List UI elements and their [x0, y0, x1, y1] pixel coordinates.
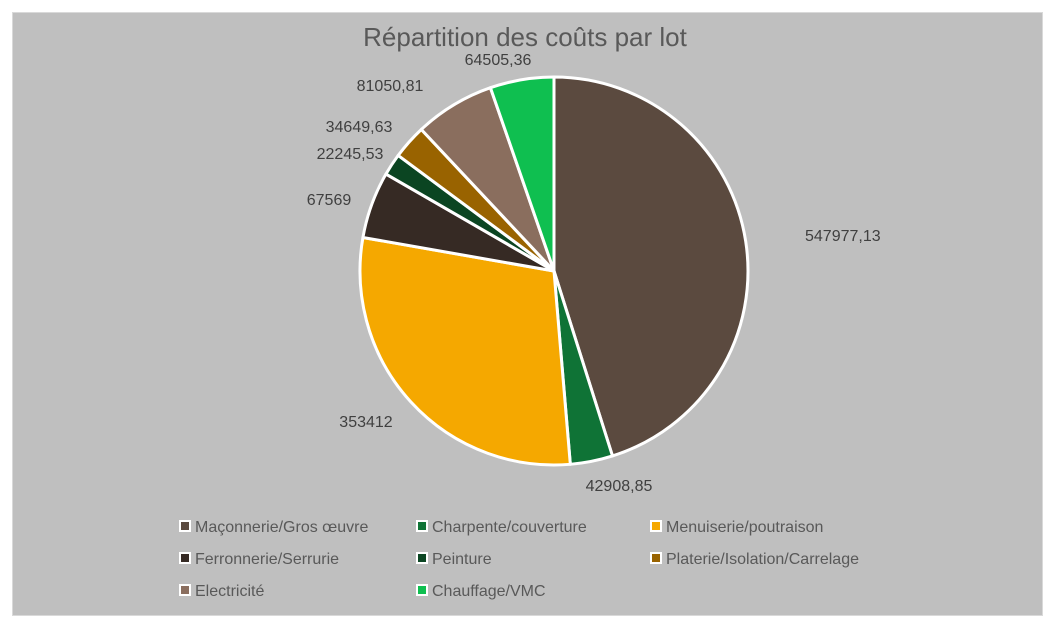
pie-slices: [358, 75, 750, 467]
legend-label: Electricité: [195, 583, 264, 600]
data-label: 353412: [339, 414, 392, 431]
data-label: 42908,85: [586, 478, 653, 495]
pie-slice: [488, 75, 556, 273]
pie-chart: Répartition des coûts par lot 547977,13 4…: [179, 22, 881, 600]
legend-item: Platerie/Isolation/Carrelage: [650, 551, 859, 568]
legend-item: Charpente/couverture: [416, 519, 587, 536]
data-label: 22245,53: [317, 146, 384, 163]
legend-item: Peinture: [416, 551, 492, 568]
data-label: 67569: [307, 192, 352, 209]
legend-swatch: [416, 520, 428, 532]
legend-item: Ferronnerie/Serrurie: [179, 551, 339, 568]
legend-label: Platerie/Isolation/Carrelage: [666, 551, 859, 568]
legend-swatch: [179, 552, 191, 564]
chart-title: Répartition des coûts par lot: [363, 22, 688, 52]
pie-slice: [552, 75, 750, 458]
pie-data-labels: 547977,13 42908,85 353412 67569 22245,53 3464…: [307, 52, 881, 495]
legend-item: Electricité: [179, 583, 264, 600]
legend-item: Menuiserie/poutraison: [650, 519, 823, 536]
legend-label: Peinture: [432, 551, 492, 568]
data-label: 64505,36: [465, 52, 532, 69]
legend-swatch: [179, 584, 191, 596]
legend-item: Maçonnerie/Gros œuvre: [179, 519, 368, 536]
legend-label: Ferronnerie/Serrurie: [195, 551, 339, 568]
legend-swatch: [650, 520, 662, 532]
data-label: 34649,63: [326, 119, 393, 136]
legend-label: Menuiserie/poutraison: [666, 519, 823, 536]
legend-swatch: [179, 520, 191, 532]
legend-label: Charpente/couverture: [432, 519, 587, 536]
data-label: 81050,81: [357, 78, 424, 95]
legend-swatch: [416, 552, 428, 564]
legend-swatch: [650, 552, 662, 564]
chart-area: Répartition des coûts par lot 547977,13 4…: [12, 12, 1043, 616]
legend-item: Chauffage/VMC: [416, 583, 546, 600]
legend-label: Chauffage/VMC: [432, 583, 546, 600]
legend: Maçonnerie/Gros œuvre Charpente/couvertur…: [179, 519, 859, 600]
data-label: 547977,13: [805, 228, 881, 245]
legend-label: Maçonnerie/Gros œuvre: [195, 519, 368, 536]
pie-slice: [358, 235, 572, 467]
legend-swatch: [416, 584, 428, 596]
